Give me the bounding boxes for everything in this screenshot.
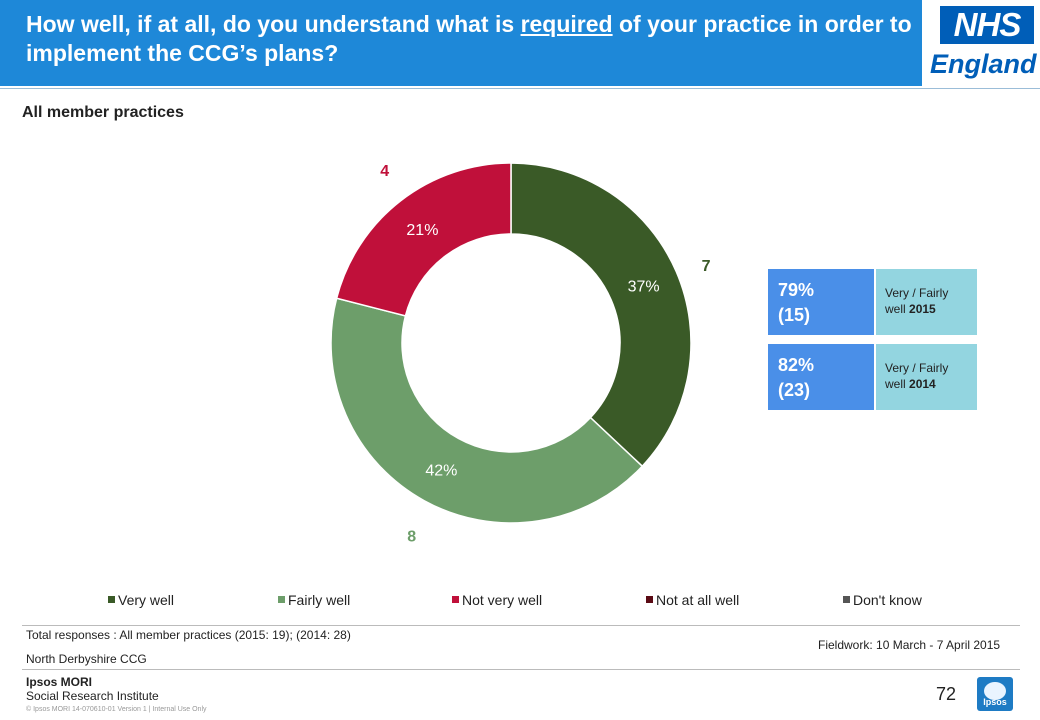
summary-percent-2014: 82% [778,355,815,375]
summary-box-2015-label: Very / Fairly well 2015 [876,269,977,335]
ipsos-logo-circle [984,682,1006,700]
summary-label-2015: Very / Fairly well [885,286,949,316]
summary-year-2015: 2015 [909,302,936,316]
summary-box-2014-label: Very / Fairly well 2014 [876,344,977,410]
nhs-logo-text: NHS [953,6,1022,43]
slice-percent-label-fairly-well: 42% [425,463,457,480]
legend-label-dont-know: Don't know [853,592,922,608]
donut-slice-very-well [510,162,692,468]
summary-box-2015: 79% (15) Very / Fairly well 2015 [768,269,977,335]
donut-chart: 37% 7 42% 8 21% 4 [330,162,711,546]
nhs-logo-box: NHS [940,6,1034,44]
legend-label-not-very-well: Not very well [462,592,543,608]
legend-swatch-fairly-well [278,596,285,603]
legend-swatch-not-very-well [452,596,459,603]
legend-item-not-very-well: Not very well [452,592,542,608]
slice-percent-label-not-very-well: 21% [406,222,438,239]
slice-percent-label-very-well: 37% [628,279,660,296]
header-divider [0,88,1040,89]
legend-label-not-at-all-well: Not at all well [656,592,740,608]
slice-count-label-very-well: 7 [702,258,711,275]
legend-swatch-very-well [108,596,115,603]
summary-count-2015: (15) [778,305,811,325]
ipsos-logo-text: Ipsos [983,697,1007,707]
ipsos-mori-brand: Ipsos MORI Social Research Institute [26,676,186,706]
fieldwork-note: Fieldwork: 10 March - 7 April 2015 [818,638,1001,652]
summary-box-2014-value: 82% (23) [768,344,874,410]
title-part-1: How well, if at all, do you understand w… [26,11,521,37]
summary-count-2014: (23) [778,380,811,400]
donut-slice-fairly-well [330,297,644,524]
donut-slice-not-very-well [335,162,512,317]
slice-count-label-not-very-well: 4 [380,163,389,180]
footer-divider-top [22,625,1020,626]
page-number: 72 [936,684,957,704]
header-banner: How well, if at all, do you understand w… [0,0,922,86]
ccg-name: North Derbyshire CCG [26,652,147,666]
title-underlined-word: required [520,11,613,37]
footer-divider-bottom [22,669,1020,670]
slice-count-label-fairly-well: 8 [407,529,416,546]
legend-item-very-well: Very well [108,592,174,608]
copyright-text: © Ipsos MORI 14-070610-01 Version 1 | In… [26,706,207,713]
legend-label-fairly-well: Fairly well [288,592,351,608]
legend-item-not-at-all-well: Not at all well [646,592,739,608]
nhs-england-logo: NHS England [930,4,1037,84]
england-logo-text: England [930,49,1037,79]
summary-year-2014: 2014 [909,377,936,391]
legend-swatch-dont-know [843,596,850,603]
total-responses-note: Total responses : All member practices (… [26,628,351,642]
brand-name: Ipsos MORI [26,675,93,689]
legend-item-fairly-well: Fairly well [278,592,350,608]
legend-label-very-well: Very well [118,592,175,608]
summary-label-2014: Very / Fairly well [885,361,949,391]
brand-division: Social Research Institute [26,689,159,703]
page-title: How well, if at all, do you understand w… [26,10,918,68]
legend-swatch-not-at-all-well [646,596,653,603]
chart-subtitle: All member practices [22,104,184,121]
ipsos-logo-icon: Ipsos [977,677,1013,711]
summary-box-2015-value: 79% (15) [768,269,874,335]
legend-item-dont-know: Don't know [843,592,922,608]
summary-percent-2015: 79% [778,280,815,300]
summary-box-2014: 82% (23) Very / Fairly well 2014 [768,344,977,410]
title-part-2: of your practice in order to implement t… [26,11,912,66]
chart-legend: Very well Fairly well Not very well Not … [0,592,1040,608]
